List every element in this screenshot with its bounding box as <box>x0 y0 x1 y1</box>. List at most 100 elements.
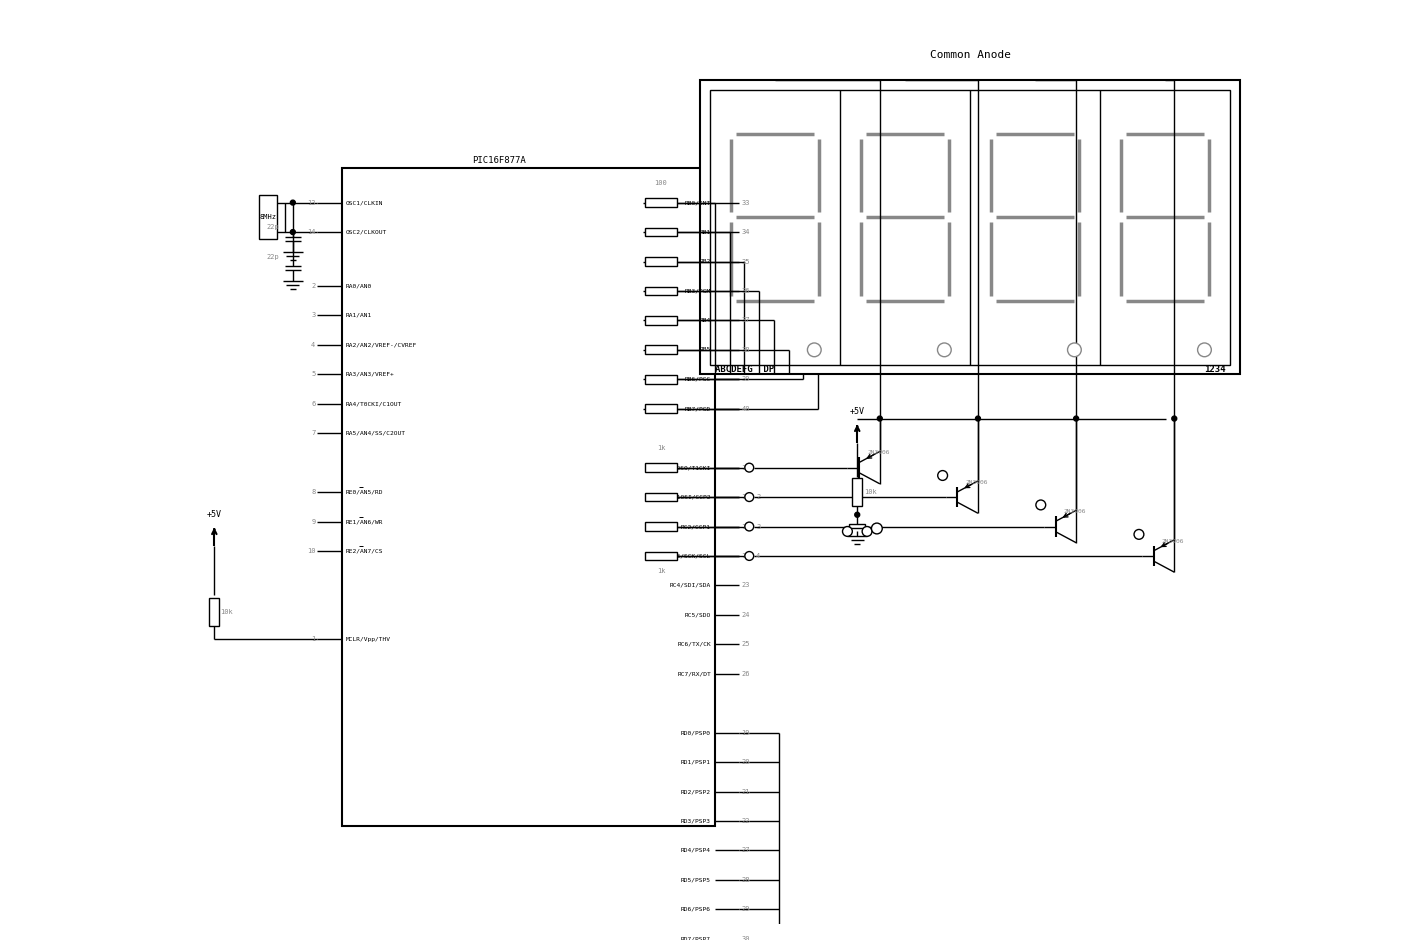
Text: 16: 16 <box>741 494 750 500</box>
Bar <box>645 404 676 414</box>
Bar <box>645 316 676 325</box>
Text: 5: 5 <box>311 371 315 377</box>
Text: MCLR/Vpp/THV: MCLR/Vpp/THV <box>346 637 391 642</box>
Text: 25: 25 <box>741 641 750 648</box>
Text: OSC1/CLKIN: OSC1/CLKIN <box>346 200 383 205</box>
Text: PIC16F877A: PIC16F877A <box>473 156 527 164</box>
Circle shape <box>1035 500 1045 509</box>
Text: 29: 29 <box>741 906 750 913</box>
Text: RA4/T0CKI/C1OUT: RA4/T0CKI/C1OUT <box>346 401 402 406</box>
Circle shape <box>878 416 882 421</box>
Circle shape <box>290 229 295 234</box>
Bar <box>852 478 862 506</box>
Text: RC5/SDO: RC5/SDO <box>684 612 711 618</box>
Bar <box>645 257 676 266</box>
Text: RB7/PGD: RB7/PGD <box>684 406 711 411</box>
Text: 13: 13 <box>307 199 315 206</box>
Text: 40: 40 <box>741 406 750 412</box>
Text: 4: 4 <box>1137 532 1140 537</box>
Text: 10: 10 <box>307 548 315 554</box>
Text: 33: 33 <box>741 199 750 206</box>
Text: RD7/PSP7: RD7/PSP7 <box>682 936 711 940</box>
Text: RD0/PSP0: RD0/PSP0 <box>682 730 711 735</box>
Text: RC0/T1OSO/T1CKI: RC0/T1OSO/T1CKI <box>655 465 711 470</box>
Text: 4: 4 <box>755 553 760 559</box>
Text: RC4/SDI/SDA: RC4/SDI/SDA <box>670 583 711 588</box>
Text: 24: 24 <box>741 612 750 618</box>
Text: 10k: 10k <box>220 609 233 615</box>
Text: 6: 6 <box>311 400 315 407</box>
Text: 22: 22 <box>741 818 750 824</box>
Circle shape <box>1135 529 1145 540</box>
Circle shape <box>746 552 754 560</box>
Circle shape <box>746 493 754 502</box>
Text: RC3/SCK/SCL: RC3/SCK/SCL <box>670 554 711 558</box>
Bar <box>645 198 676 207</box>
Circle shape <box>1197 343 1211 356</box>
Text: RC7/RX/DT: RC7/RX/DT <box>677 671 711 676</box>
Text: 9: 9 <box>311 519 315 525</box>
Circle shape <box>746 522 754 531</box>
Text: 17: 17 <box>741 524 750 529</box>
Text: 8MHz: 8MHz <box>260 214 277 220</box>
Text: 35: 35 <box>741 258 750 264</box>
Text: RB4: RB4 <box>700 318 711 323</box>
Text: RD3/PSP3: RD3/PSP3 <box>682 819 711 823</box>
Circle shape <box>808 343 821 356</box>
Circle shape <box>937 343 951 356</box>
Text: RA5/AN4/SS/C2OUT: RA5/AN4/SS/C2OUT <box>346 431 406 436</box>
Text: RA2/AN2/VREF-/CVREF: RA2/AN2/VREF-/CVREF <box>346 342 417 348</box>
Text: 18: 18 <box>741 553 750 559</box>
Text: 34: 34 <box>741 229 750 235</box>
Bar <box>645 375 676 384</box>
Bar <box>645 522 676 531</box>
Text: 3: 3 <box>311 312 315 319</box>
Text: RD2/PSP2: RD2/PSP2 <box>682 789 711 794</box>
Text: Common Anode: Common Anode <box>930 51 1011 60</box>
Text: RB6/PGC: RB6/PGC <box>684 377 711 382</box>
Text: 36: 36 <box>741 288 750 294</box>
Bar <box>342 168 714 826</box>
Bar <box>645 345 676 354</box>
Text: RB5: RB5 <box>700 348 711 352</box>
Text: 1234: 1234 <box>1204 365 1225 374</box>
Text: RD5/PSP5: RD5/PSP5 <box>682 877 711 883</box>
Circle shape <box>1172 416 1177 421</box>
Bar <box>710 89 1230 365</box>
Text: 1k: 1k <box>656 568 665 573</box>
Text: 22p: 22p <box>267 254 280 259</box>
Text: RA3/AN3/VREF+: RA3/AN3/VREF+ <box>346 372 395 377</box>
Circle shape <box>842 526 852 537</box>
Text: RB1: RB1 <box>700 229 711 235</box>
Text: RE0/AN5/RD: RE0/AN5/RD <box>346 490 383 494</box>
Text: 3: 3 <box>755 524 760 529</box>
Circle shape <box>862 526 872 537</box>
Text: 2N3906: 2N3906 <box>1162 539 1184 543</box>
Text: +5V: +5V <box>207 509 222 519</box>
Text: 1k: 1k <box>656 445 665 451</box>
Text: 28: 28 <box>741 877 750 883</box>
Text: RC1/T1OSI/CCP2: RC1/T1OSI/CCP2 <box>659 494 711 499</box>
Bar <box>849 524 865 528</box>
Circle shape <box>290 200 295 205</box>
Text: 21: 21 <box>741 789 750 794</box>
Bar <box>645 463 676 472</box>
Text: 2N3906: 2N3906 <box>1064 509 1086 514</box>
Bar <box>260 196 277 240</box>
Text: 2N3906: 2N3906 <box>966 479 988 485</box>
Text: 3: 3 <box>1039 503 1042 508</box>
Circle shape <box>937 471 947 480</box>
Text: RB0/INT: RB0/INT <box>684 200 711 205</box>
Text: 2: 2 <box>941 473 944 478</box>
Text: 37: 37 <box>741 318 750 323</box>
Text: 4: 4 <box>311 342 315 348</box>
Text: 27: 27 <box>741 848 750 854</box>
Text: RD1/PSP1: RD1/PSP1 <box>682 760 711 764</box>
Text: +5V: +5V <box>849 407 865 415</box>
Bar <box>645 552 676 560</box>
Text: ABCDEFG  DP: ABCDEFG DP <box>714 365 774 374</box>
Bar <box>209 598 219 626</box>
Circle shape <box>1068 343 1081 356</box>
Circle shape <box>872 523 882 534</box>
Bar <box>645 287 676 295</box>
